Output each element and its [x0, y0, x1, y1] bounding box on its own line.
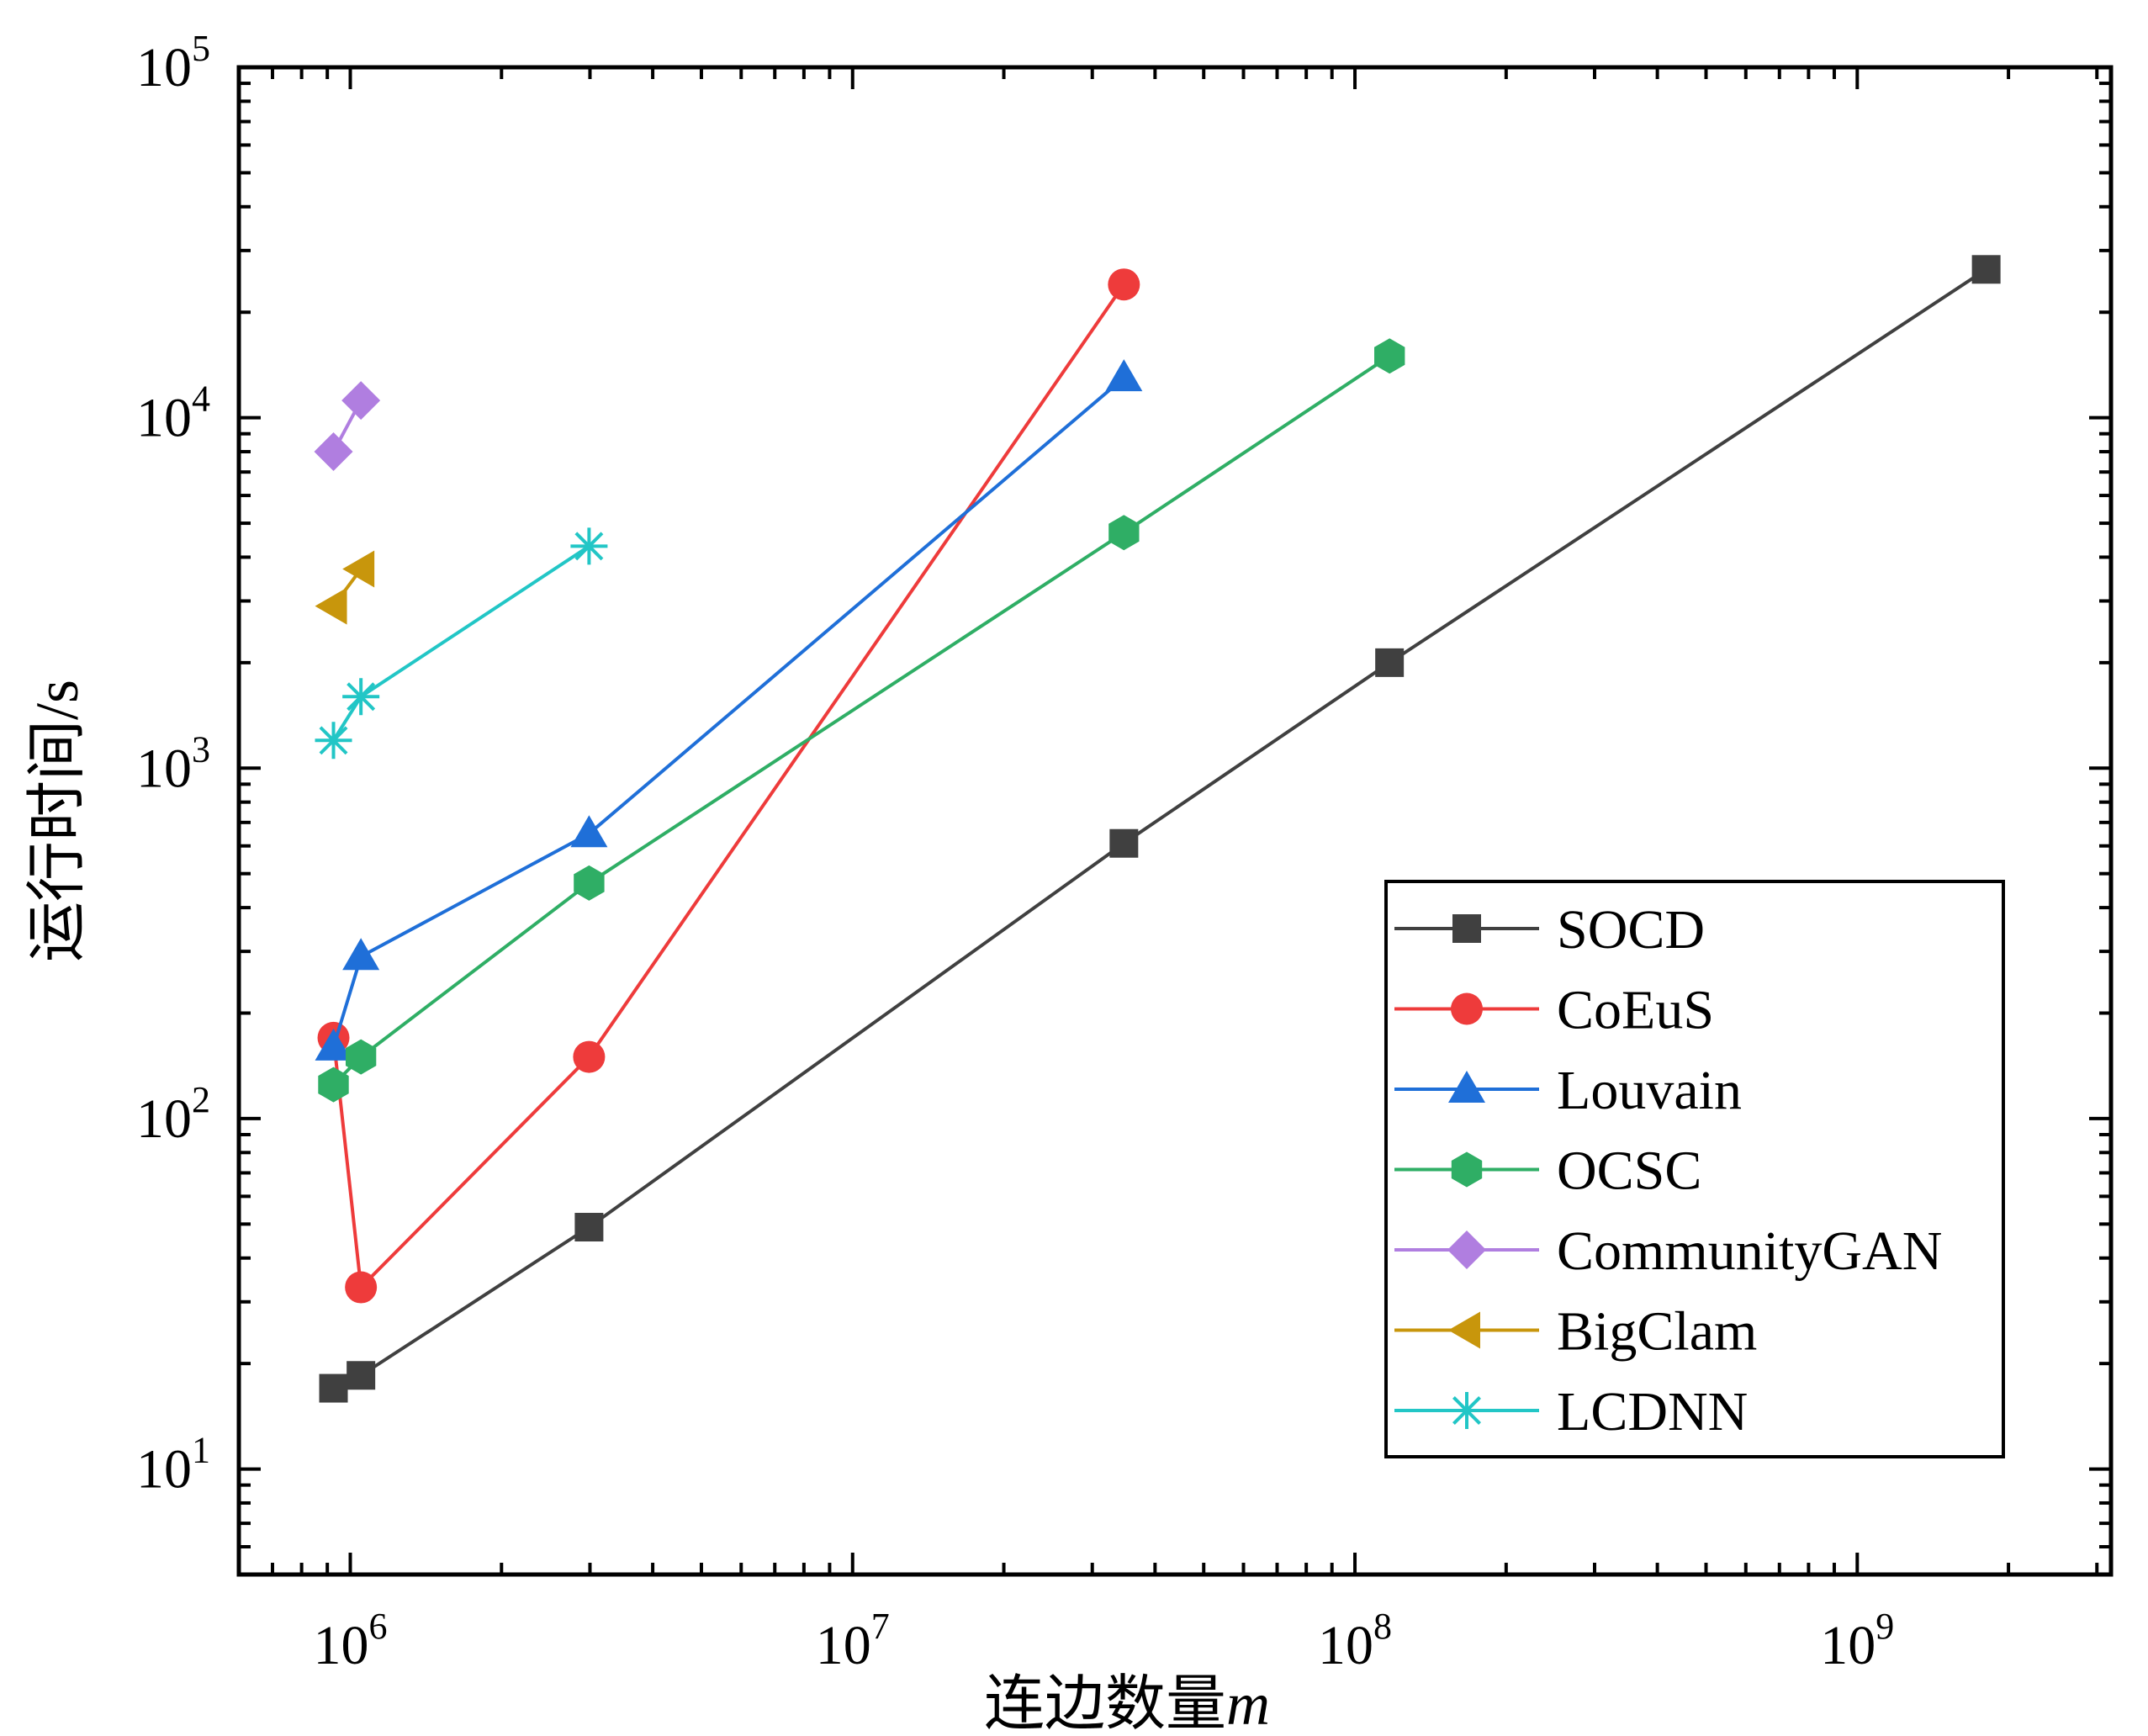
x-tick-label-exponent: 6 [369, 1606, 388, 1647]
legend-item-socd: SOCD [1394, 899, 1705, 961]
series-communitygan [314, 381, 381, 472]
plot-series [314, 255, 2001, 1403]
x-tick-label-base: 10 [816, 1615, 871, 1676]
legend-marker-louvain [1448, 1071, 1485, 1103]
x-axis-title: 连边数量m [984, 1670, 1270, 1736]
x-tick-labels: 106 107 108 109 [314, 1606, 1895, 1676]
legend-label-communitygan: CommunityGAN [1557, 1220, 1942, 1282]
data-point-lcdnn-stroke [574, 532, 604, 561]
data-point-socd [1375, 648, 1405, 677]
legend-item-louvain: Louvain [1394, 1060, 1742, 1121]
y-tick-label-exponent: 4 [192, 378, 210, 420]
legend-marker-bigclam [1448, 1311, 1480, 1349]
data-point-socd [1971, 255, 2001, 284]
legend-label-lcdnn: LCDNN [1557, 1381, 1748, 1442]
x-axis-title-variable: m [1226, 1670, 1270, 1736]
data-point-ocsc [318, 1066, 349, 1103]
y-tick-label-exponent: 2 [192, 1079, 210, 1120]
data-point-lcdnn-stroke [347, 682, 376, 712]
y-tick-label-exponent: 5 [192, 28, 210, 69]
series-ocsc [318, 338, 1405, 1103]
data-point-socd [574, 1213, 604, 1242]
data-point-bigclam [315, 587, 347, 625]
data-point-ocsc [1108, 515, 1140, 551]
data-point-socd [1109, 828, 1139, 858]
x-tick-label-base: 10 [1318, 1615, 1373, 1676]
y-tick-label-base: 10 [136, 388, 192, 449]
data-point-louvain [1105, 359, 1143, 392]
data-point-communitygan [314, 432, 353, 472]
y-tick-label: 104 [136, 378, 210, 449]
data-point-ocsc [574, 865, 605, 901]
data-point-communitygan [341, 381, 381, 421]
x-tick-label-base: 10 [1820, 1615, 1876, 1676]
legend-label-ocsc: OCSC [1557, 1141, 1701, 1202]
y-tick-label-exponent: 3 [192, 728, 210, 770]
legend-item-bigclam: BigClam [1394, 1301, 1757, 1363]
y-tick-label: 102 [136, 1079, 210, 1150]
x-axis-title-text: 连边数量 [984, 1670, 1226, 1736]
y-tick-label-exponent: 1 [192, 1430, 210, 1471]
y-tick-label-base: 10 [136, 1088, 192, 1150]
data-point-lcdnn-stroke [319, 726, 348, 755]
series-line-coeus [331, 283, 1125, 1291]
y-tick-label-base: 10 [136, 1439, 192, 1500]
data-point-coeus [573, 1040, 606, 1073]
legend-item-communitygan: CommunityGAN [1394, 1220, 1942, 1282]
legend-item-coeus: CoEuS [1394, 980, 1714, 1041]
data-point-socd [319, 1373, 348, 1403]
series-socd [319, 255, 2001, 1403]
data-point-lcdnn [315, 722, 352, 760]
x-tick-label-exponent: 7 [871, 1606, 890, 1647]
x-tick-label: 108 [1318, 1606, 1392, 1676]
data-point-coeus [345, 1271, 378, 1304]
y-tick-label: 103 [136, 728, 210, 799]
y-axis-title: 运行时间/s [24, 680, 91, 962]
data-point-louvain [315, 1028, 352, 1061]
data-point-bigclam [342, 550, 375, 588]
legend: SOCD CoEuS Louvain OCSC CommunityGAN BigClam L… [1384, 880, 2005, 1458]
legend-marker-lcdnn [1448, 1392, 1485, 1429]
data-point-coeus [1108, 268, 1140, 301]
data-point-ocsc [346, 1039, 377, 1075]
data-point-lcdnn [342, 678, 380, 716]
legend-label-socd: SOCD [1557, 899, 1705, 961]
legend-label-louvain: Louvain [1557, 1060, 1742, 1121]
x-tick-label: 107 [816, 1606, 890, 1676]
legend-item-ocsc: OCSC [1394, 1141, 1701, 1202]
series-louvain [315, 359, 1143, 1061]
series-line-louvain [331, 376, 1125, 1048]
series-bigclam [315, 550, 375, 625]
legend-label-bigclam: BigClam [1557, 1301, 1757, 1363]
data-point-lcdnn [570, 527, 608, 565]
legend-marker-communitygan [1447, 1231, 1486, 1269]
legend-item-lcdnn: LCDNN [1394, 1381, 1748, 1442]
legend-marker-coeus [1451, 992, 1483, 1025]
x-tick-label-exponent: 8 [1373, 1606, 1392, 1647]
data-point-ocsc [1374, 338, 1405, 374]
x-tick-label-exponent: 9 [1876, 1606, 1894, 1647]
legend-marker-lcdnn-stroke [1452, 1396, 1481, 1425]
legend-label-coeus: CoEuS [1557, 980, 1714, 1041]
y-tick-label: 105 [136, 28, 210, 98]
x-tick-label-base: 10 [314, 1615, 369, 1676]
series-lcdnn [315, 527, 608, 760]
x-tick-label: 109 [1820, 1606, 1894, 1676]
y-tick-label-base: 10 [136, 738, 192, 799]
data-point-socd [347, 1361, 376, 1390]
y-tick-label: 101 [136, 1430, 210, 1500]
y-tick-label-base: 10 [136, 37, 192, 98]
legend-marker-ocsc [1451, 1151, 1483, 1188]
legend-marker-socd [1452, 914, 1481, 943]
data-point-louvain [342, 938, 380, 971]
x-tick-label: 106 [314, 1606, 388, 1676]
plot-frame [236, 65, 2114, 1577]
data-point-louvain [570, 815, 608, 848]
